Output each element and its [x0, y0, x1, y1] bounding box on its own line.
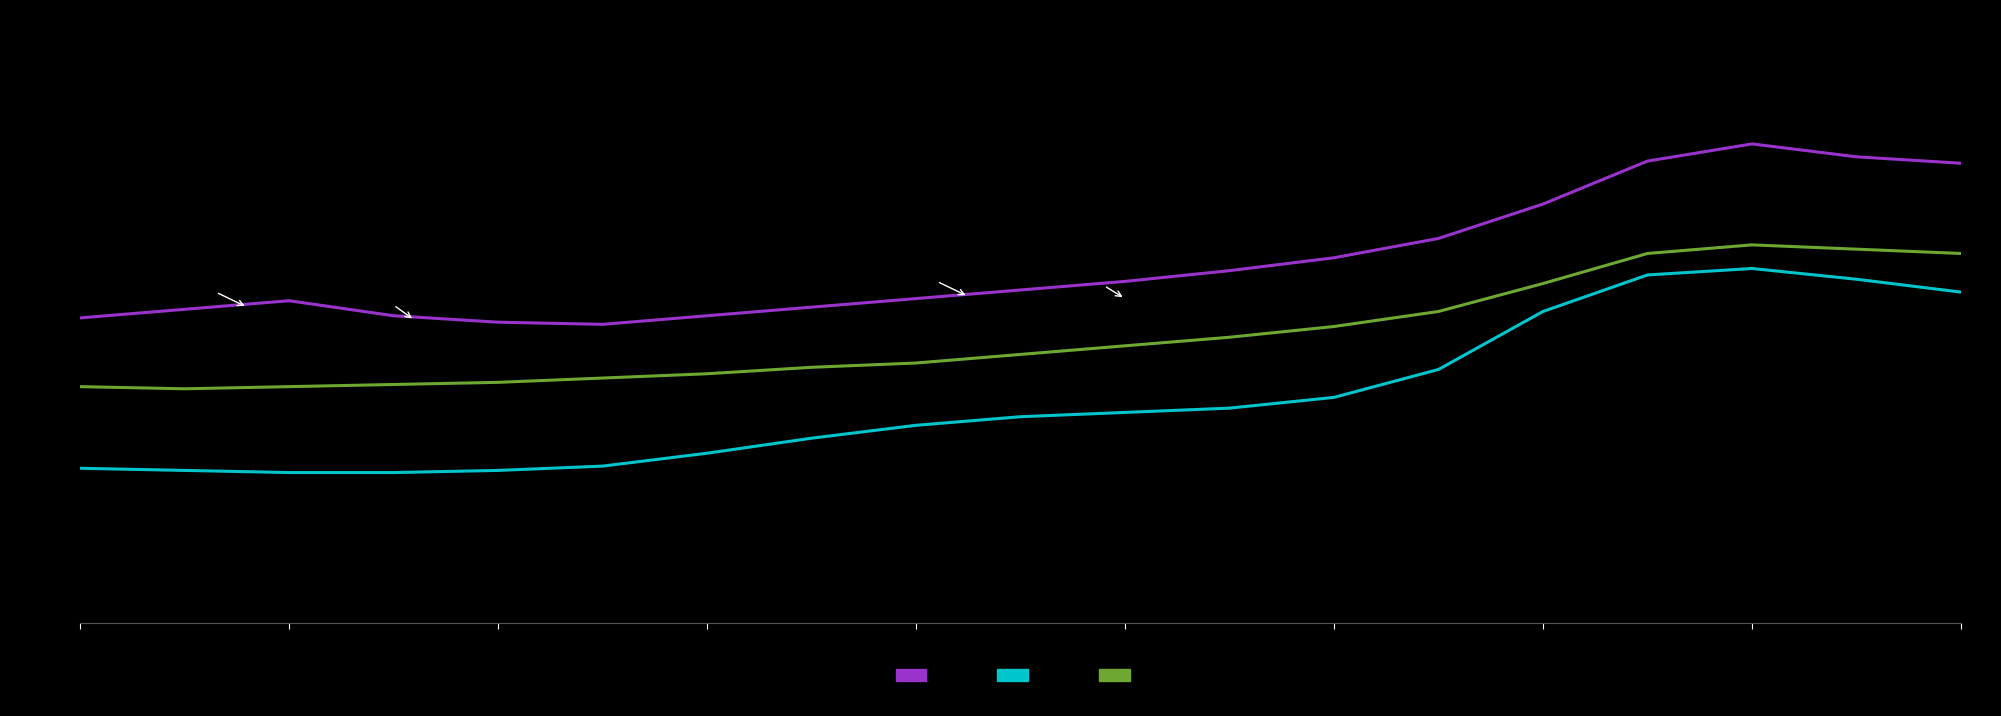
London — [1531, 200, 1555, 208]
Legend:   ,   ,   : , , — [890, 663, 1151, 688]
Rest of GB — [1531, 279, 1555, 288]
London — [1217, 266, 1241, 275]
Rest of GB — [382, 380, 406, 389]
South East — [172, 466, 196, 475]
London — [1949, 159, 1973, 168]
South East — [1845, 275, 1869, 284]
London — [1635, 157, 1659, 165]
Rest of GB — [276, 382, 300, 391]
Rest of GB — [486, 378, 510, 387]
Rest of GB — [800, 363, 824, 372]
Rest of GB — [1009, 350, 1033, 359]
South East — [1113, 408, 1137, 417]
South East — [486, 466, 510, 475]
South East — [904, 421, 928, 430]
Line: Rest of GB: Rest of GB — [80, 245, 1961, 389]
London — [382, 311, 406, 320]
South East — [1217, 404, 1241, 412]
South East — [382, 468, 406, 477]
London — [1323, 253, 1347, 262]
South East — [68, 464, 92, 473]
London — [68, 314, 92, 322]
Line: South East: South East — [80, 268, 1961, 473]
Rest of GB — [1427, 307, 1451, 316]
Rest of GB — [1741, 241, 1765, 249]
London — [1741, 140, 1765, 148]
London — [1845, 153, 1869, 161]
Rest of GB — [68, 382, 92, 391]
South East — [1427, 365, 1451, 374]
South East — [276, 468, 300, 477]
South East — [800, 434, 824, 442]
South East — [1741, 264, 1765, 273]
South East — [694, 449, 718, 458]
London — [904, 294, 928, 303]
South East — [1323, 393, 1347, 402]
Rest of GB — [1113, 342, 1137, 350]
London — [800, 303, 824, 311]
London — [1113, 277, 1137, 286]
London — [590, 320, 614, 329]
Rest of GB — [1323, 322, 1347, 331]
Rest of GB — [1217, 333, 1241, 342]
Rest of GB — [1635, 249, 1659, 258]
South East — [1949, 288, 1973, 296]
South East — [1635, 271, 1659, 279]
Rest of GB — [904, 359, 928, 367]
Rest of GB — [1949, 249, 1973, 258]
London — [694, 311, 718, 320]
London — [172, 305, 196, 314]
South East — [1531, 307, 1555, 316]
Rest of GB — [590, 374, 614, 382]
Rest of GB — [694, 369, 718, 378]
South East — [590, 462, 614, 470]
South East — [1009, 412, 1033, 421]
London — [276, 296, 300, 305]
Rest of GB — [172, 384, 196, 393]
London — [486, 318, 510, 326]
Line: London: London — [80, 144, 1961, 324]
London — [1427, 234, 1451, 243]
London — [1009, 286, 1033, 294]
Rest of GB — [1845, 245, 1869, 253]
